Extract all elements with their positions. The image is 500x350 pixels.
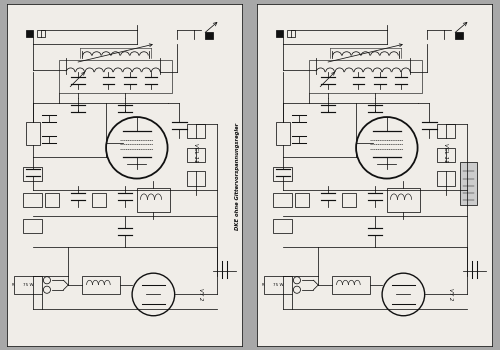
Bar [26,122,40,146]
Bar [92,193,106,207]
Bar [24,219,42,233]
Bar [137,188,170,212]
Bar [436,148,456,162]
Bar [186,124,206,138]
Bar [186,148,206,162]
Text: IR: IR [262,283,266,287]
Bar [276,122,290,146]
Bar [276,29,282,37]
Bar [82,275,120,294]
Bar [436,124,456,138]
Text: VCL 11: VCL 11 [194,143,198,162]
Text: 75 W: 75 W [22,283,34,287]
Bar [24,167,42,181]
Bar [288,29,294,37]
Bar [24,193,42,207]
Bar [186,172,206,186]
Text: VCL 11: VCL 11 [444,143,448,162]
Bar [14,275,42,294]
Bar [274,167,292,181]
Bar [294,193,309,207]
Bar [274,193,292,207]
Text: DKE ohne Gittervorspannungsregler: DKE ohne Gittervorspannungsregler [236,122,240,230]
Bar [44,193,59,207]
Text: VY 2: VY 2 [198,288,203,301]
Text: VY 2: VY 2 [448,288,453,301]
Bar [264,275,292,294]
Bar [206,32,212,39]
Bar [387,188,420,212]
Text: IR: IR [12,283,16,287]
Bar [38,29,44,37]
Bar [309,60,422,93]
Bar [436,172,456,186]
Bar [26,29,32,37]
Bar [274,219,292,233]
Bar [59,60,172,93]
Bar [332,275,370,294]
Bar [460,162,476,204]
Bar [456,32,462,39]
Text: 75 W: 75 W [272,283,283,287]
Bar [342,193,356,207]
